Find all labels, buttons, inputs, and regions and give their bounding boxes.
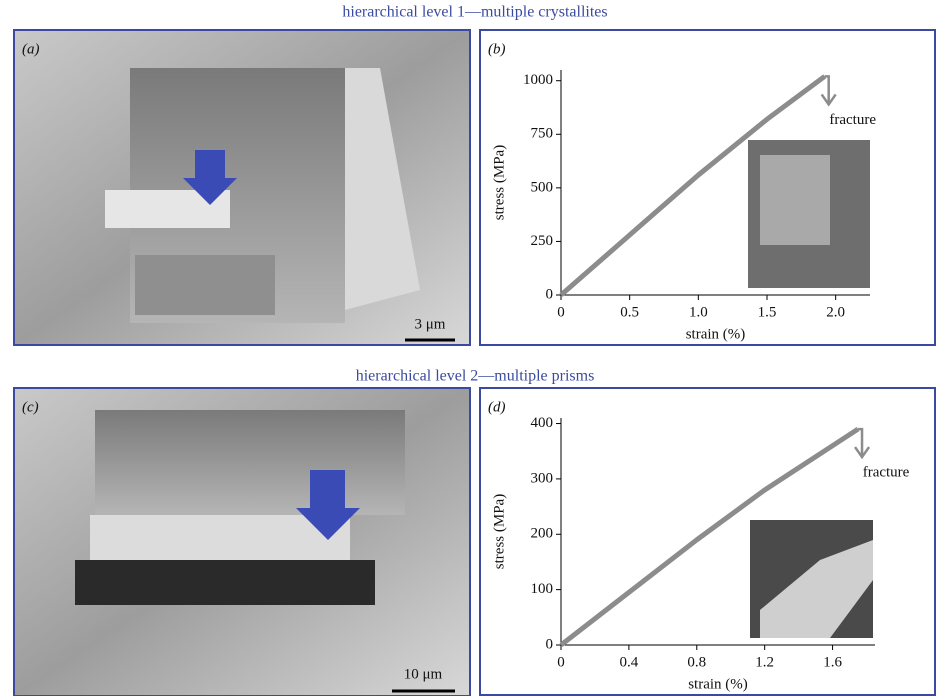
x-tick-label: 1.5 — [758, 304, 777, 320]
y-tick-label: 750 — [531, 126, 554, 142]
fracture-arrow — [820, 75, 837, 107]
scale-bar-label: 10 μm — [404, 666, 443, 682]
y-tick-label: 100 — [531, 581, 554, 597]
x-tick-label: 1.2 — [755, 654, 774, 670]
panel-label: (c) — [22, 399, 39, 415]
x-tick-label: 0 — [557, 304, 565, 320]
y-tick-label: 250 — [531, 233, 554, 249]
fracture-arrow — [854, 427, 871, 460]
y-tick-label: 200 — [531, 526, 554, 542]
scale-bar-label: 3 μm — [415, 316, 446, 332]
x-tick-label: 0.4 — [620, 654, 639, 670]
sem-image: (a) 3 μm — [13, 29, 471, 346]
y-axis-label: stress (MPa) — [491, 494, 507, 569]
x-tick-label: 2.0 — [826, 304, 845, 320]
annotation: fracture — [829, 112, 876, 128]
x-tick-label: 0.5 — [620, 304, 639, 320]
annotation: fracture — [863, 465, 910, 481]
y-tick-label: 1000 — [523, 72, 553, 88]
x-axis-label: strain (%) — [686, 326, 746, 342]
y-tick-label: 300 — [531, 470, 554, 486]
sem-image: (c) 10 μm — [13, 387, 471, 696]
panel-label: (d) — [488, 399, 506, 415]
inset-image — [760, 155, 830, 245]
inset-image — [760, 540, 873, 638]
chart-frame — [479, 29, 936, 346]
x-axis-label: strain (%) — [688, 676, 748, 692]
x-tick-label: 0.8 — [687, 654, 706, 670]
panel-label: (a) — [22, 41, 40, 57]
y-tick-label: 0 — [546, 636, 554, 652]
y-tick-label: 400 — [531, 415, 554, 431]
data-line — [559, 426, 860, 647]
chart-frame — [479, 387, 936, 696]
row-title: hierarchical level 1—multiple crystallit… — [342, 4, 607, 21]
y-tick-label: 0 — [546, 286, 554, 302]
y-axis-label: stress (MPa) — [491, 145, 507, 220]
x-tick-label: 1.6 — [823, 654, 842, 670]
panel-label: (b) — [488, 41, 506, 57]
y-tick-label: 500 — [531, 179, 554, 195]
x-tick-label: 0 — [557, 654, 565, 670]
data-line — [559, 74, 827, 297]
x-tick-label: 1.0 — [689, 304, 708, 320]
row-title: hierarchical level 2—multiple prisms — [356, 368, 595, 385]
